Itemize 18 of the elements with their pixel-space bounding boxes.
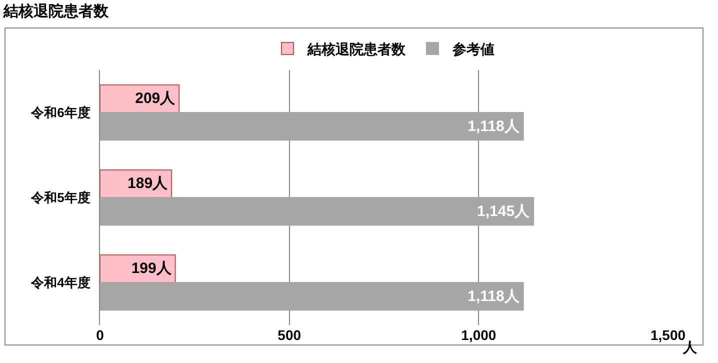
x-tick-label: 1,000 (461, 327, 496, 343)
y-tick-label: 令和4年度 (30, 275, 90, 290)
data-label: 1,118人 (468, 288, 520, 305)
legend-label: 参考値 (452, 40, 494, 57)
bar (100, 112, 524, 141)
bar (100, 282, 524, 311)
x-tick-label: 0 (96, 327, 104, 343)
data-label: 1,145人 (477, 202, 531, 220)
x-tick-label: 500 (278, 327, 302, 343)
data-label: 199人 (131, 260, 172, 278)
legend-label: 結核退院患者数 (306, 40, 406, 57)
data-label: 209人 (135, 90, 176, 108)
bar (100, 197, 534, 226)
data-label: 1,118人 (468, 118, 520, 135)
data-label: 189人 (128, 175, 169, 192)
chart-title: 結核退院患者数 (2, 2, 110, 20)
y-tick-label: 令和6年度 (30, 105, 90, 120)
y-tick-label: 令和5年度 (30, 190, 90, 206)
